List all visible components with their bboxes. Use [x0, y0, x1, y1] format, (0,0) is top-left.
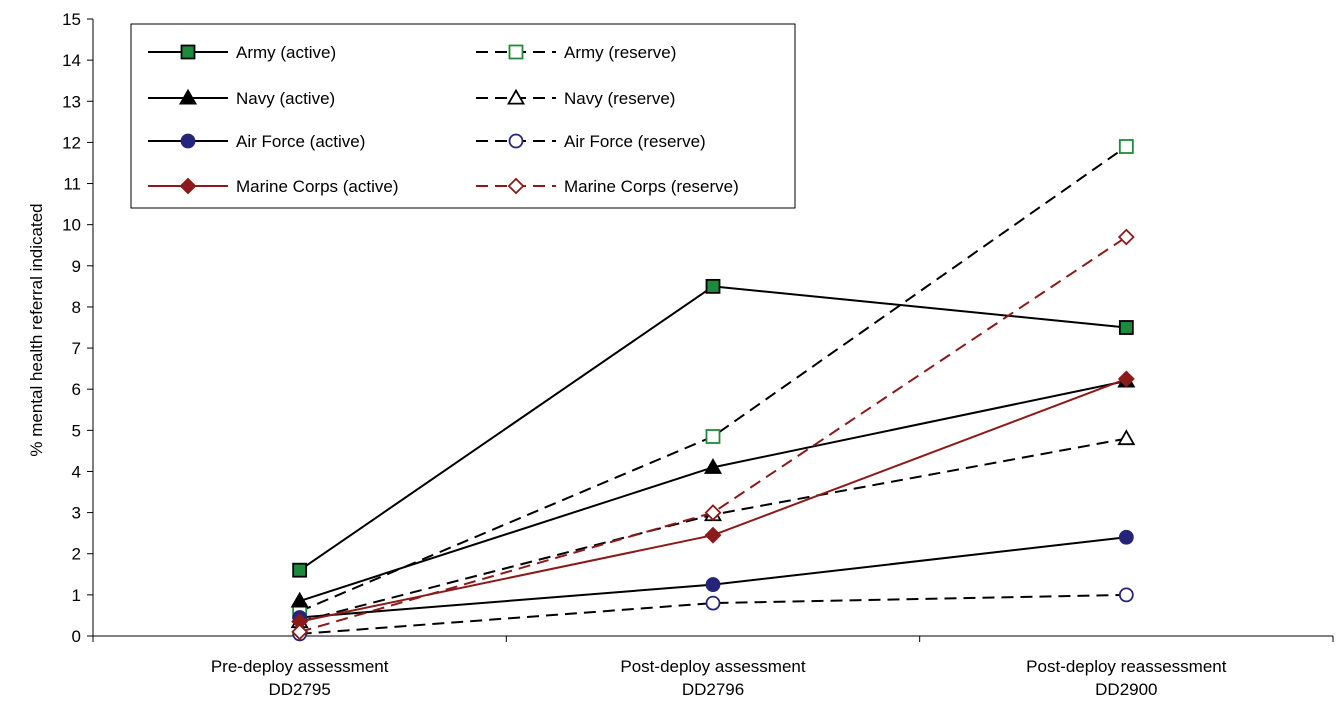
y-tick-label: 5 — [72, 421, 81, 440]
legend-label: Navy (reserve) — [564, 89, 675, 108]
legend-marker — [507, 177, 525, 195]
legend-label: Air Force (active) — [236, 132, 365, 151]
x-tick-label: DD2795 — [268, 680, 330, 699]
legend-marker — [179, 177, 197, 195]
y-tick-label: 8 — [72, 298, 81, 317]
legend-label: Marine Corps (active) — [236, 177, 399, 196]
y-tick-label: 15 — [62, 10, 81, 29]
y-tick-label: 10 — [62, 216, 81, 235]
data-point — [1117, 429, 1136, 446]
legend-item: Air Force (reserve) — [476, 132, 706, 151]
y-tick-label: 9 — [72, 257, 81, 276]
y-tick-label: 7 — [72, 339, 81, 358]
legend-label: Marine Corps (reserve) — [564, 177, 739, 196]
y-tick-label: 0 — [72, 627, 81, 646]
legend-item: Army (active) — [148, 43, 336, 62]
x-tick-label: Pre-deploy assessment — [211, 657, 389, 676]
y-tick-label: 13 — [62, 92, 81, 111]
series-line — [299, 236, 1127, 633]
legend-marker — [506, 88, 526, 105]
data-point — [705, 429, 721, 444]
y-axis-title: % mental health referral indicated — [27, 203, 46, 456]
data-point — [1118, 587, 1134, 603]
legend-label: Air Force (reserve) — [564, 132, 706, 151]
legend-box — [130, 23, 796, 209]
legend-marker — [508, 133, 524, 149]
legend-item: Navy (reserve) — [476, 88, 675, 108]
legend-item: Navy (active) — [148, 88, 335, 108]
series-line — [299, 593, 1127, 635]
data-point — [704, 504, 722, 522]
legend-label: Navy (active) — [236, 89, 335, 108]
legend-item: Air Force (active) — [148, 132, 365, 151]
legend-item: Marine Corps (active) — [148, 177, 399, 196]
series-army-reserve — [292, 139, 1134, 619]
data-point — [703, 458, 723, 474]
data-point — [1118, 529, 1134, 545]
data-point — [1118, 320, 1134, 335]
data-point — [291, 623, 309, 641]
series-navy-active — [290, 371, 1136, 608]
y-tick-label: 12 — [62, 133, 81, 152]
series-marine-corps-reserve — [291, 228, 1135, 641]
data-point — [704, 526, 722, 544]
y-tick-label: 14 — [62, 51, 81, 70]
series-layer — [290, 139, 1136, 642]
x-tick-label: DD2796 — [682, 680, 744, 699]
y-tick-label: 4 — [72, 462, 81, 481]
data-point — [1118, 139, 1134, 154]
legend-item: Army (reserve) — [476, 43, 676, 62]
data-point — [705, 577, 721, 592]
legend-marker — [180, 44, 196, 60]
data-point — [1117, 228, 1135, 246]
legend-marker — [180, 133, 196, 149]
data-point — [1117, 370, 1135, 388]
x-tick-label: Post-deploy reassessment — [1026, 657, 1227, 676]
y-tick-label: 2 — [72, 545, 81, 564]
x-tick-label: DD2900 — [1095, 680, 1157, 699]
x-tick-label: Post-deploy assessment — [620, 657, 805, 676]
y-tick-label: 11 — [63, 175, 81, 194]
legend-item: Marine Corps (reserve) — [476, 177, 739, 196]
series-line — [299, 379, 1127, 602]
legend-label: Army (reserve) — [564, 43, 676, 62]
legend-marker — [178, 88, 198, 105]
y-tick-label: 6 — [72, 380, 81, 399]
y-tick-label: 3 — [72, 504, 81, 523]
data-point — [290, 591, 309, 608]
data-point — [705, 595, 721, 611]
legend-label: Army (active) — [236, 43, 336, 62]
data-point — [292, 562, 308, 578]
legend: Army (active) Army (reserve) Navy (active)… — [130, 23, 796, 209]
legend-marker — [508, 44, 524, 60]
series-army-active — [292, 278, 1134, 578]
data-point — [705, 278, 721, 294]
y-tick-label: 1 — [72, 586, 81, 605]
